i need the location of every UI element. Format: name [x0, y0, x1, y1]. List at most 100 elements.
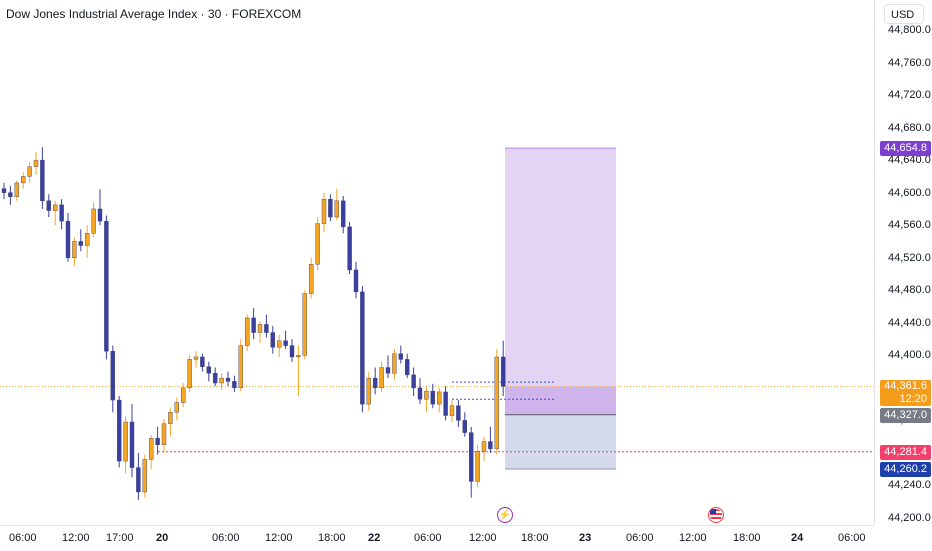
candle [353, 261, 359, 299]
candle-body [283, 340, 288, 346]
candle [417, 378, 423, 405]
chart-title: Dow Jones Industrial Average Index · 30 … [6, 7, 302, 21]
price-tick-label: 44,480.0 [888, 284, 931, 297]
candle [225, 371, 231, 387]
candle-body [264, 324, 269, 333]
candle [91, 202, 96, 238]
candle [129, 404, 135, 478]
candle [385, 355, 391, 379]
candle [219, 373, 224, 390]
candle-body [40, 159, 45, 201]
candle [366, 371, 371, 411]
price-axis[interactable] [874, 0, 932, 525]
candle [283, 330, 288, 349]
candle-body [366, 377, 371, 405]
price-tick-label: 44,520.0 [888, 251, 931, 264]
candle [136, 452, 141, 501]
candle [193, 351, 199, 368]
candle-body [277, 340, 282, 348]
candle-body [379, 367, 384, 389]
candle [437, 387, 442, 413]
candlestick-chart[interactable] [0, 0, 874, 525]
candle [430, 383, 435, 409]
candle [238, 339, 244, 392]
candle [328, 194, 333, 222]
price-tick-label: 44,440.0 [888, 316, 931, 329]
candle [116, 396, 122, 468]
candle [469, 426, 474, 498]
candle-body [405, 359, 410, 376]
candle [53, 200, 58, 226]
candle [405, 353, 410, 379]
candle [321, 192, 327, 232]
lightning-icon[interactable]: ⚡ [497, 507, 513, 523]
candle [411, 367, 416, 396]
us-flag-icon[interactable] [708, 507, 724, 523]
candle-body [187, 359, 192, 389]
time-tick-label: 12:00 [265, 532, 293, 544]
time-tick-label: 06:00 [838, 532, 866, 544]
time-tick-label: 24 [791, 532, 804, 544]
candle-body [65, 220, 71, 258]
time-tick-label: 20 [156, 532, 169, 544]
candle-body [392, 353, 397, 374]
candle [373, 367, 378, 395]
candle [110, 345, 116, 413]
candle-body [430, 390, 435, 405]
candle-body [328, 198, 333, 218]
candle-body [27, 166, 32, 177]
candle-body [33, 159, 39, 167]
price-tick-label: 44,680.0 [888, 121, 931, 134]
bar-countdown-label: 12:20 [899, 392, 927, 405]
time-axis[interactable] [0, 525, 874, 551]
candle-body [494, 356, 499, 450]
candle [1, 182, 7, 200]
candle-body [91, 208, 96, 234]
currency-button[interactable]: USD [884, 4, 924, 24]
time-tick-label: 22 [368, 532, 381, 544]
candle [264, 314, 269, 338]
price-tick-label: 44,200.0 [888, 512, 931, 524]
candle-body [469, 432, 474, 482]
candle-body [385, 367, 391, 374]
candle-body [398, 353, 403, 360]
candle [123, 416, 128, 474]
price-tick-label: 44,240.0 [888, 479, 931, 492]
candle [475, 444, 480, 488]
candle [309, 257, 314, 299]
candle-body [232, 381, 237, 389]
candle-body [123, 421, 128, 462]
candle [277, 335, 282, 357]
candle [21, 172, 26, 189]
candle-body [225, 377, 231, 382]
time-tick-label: 06:00 [9, 532, 37, 544]
candle-body [424, 390, 429, 400]
candle [494, 348, 499, 455]
candle-body [296, 355, 301, 358]
candle [501, 340, 506, 396]
time-tick-label: 06:00 [626, 532, 654, 544]
candle-body [219, 377, 224, 384]
candle-body [168, 412, 173, 424]
candle-body [411, 374, 416, 389]
candle-body [129, 421, 135, 468]
candle [59, 199, 64, 230]
candle-body [8, 192, 13, 197]
time-tick-label: 17:00 [106, 532, 134, 544]
candle-body [462, 420, 467, 433]
candle [360, 286, 365, 413]
candle [296, 345, 301, 396]
candle-body [334, 200, 339, 218]
candle-body [155, 438, 160, 446]
candle-body [148, 438, 154, 460]
candle-body [21, 176, 26, 184]
candle-body [456, 405, 461, 421]
candle [174, 397, 180, 421]
candle [27, 161, 32, 183]
candle-body [360, 291, 365, 405]
candle [142, 454, 148, 498]
candle-body [309, 264, 314, 294]
candle-body [302, 293, 307, 356]
candle-body [270, 332, 275, 348]
candle [424, 386, 429, 413]
